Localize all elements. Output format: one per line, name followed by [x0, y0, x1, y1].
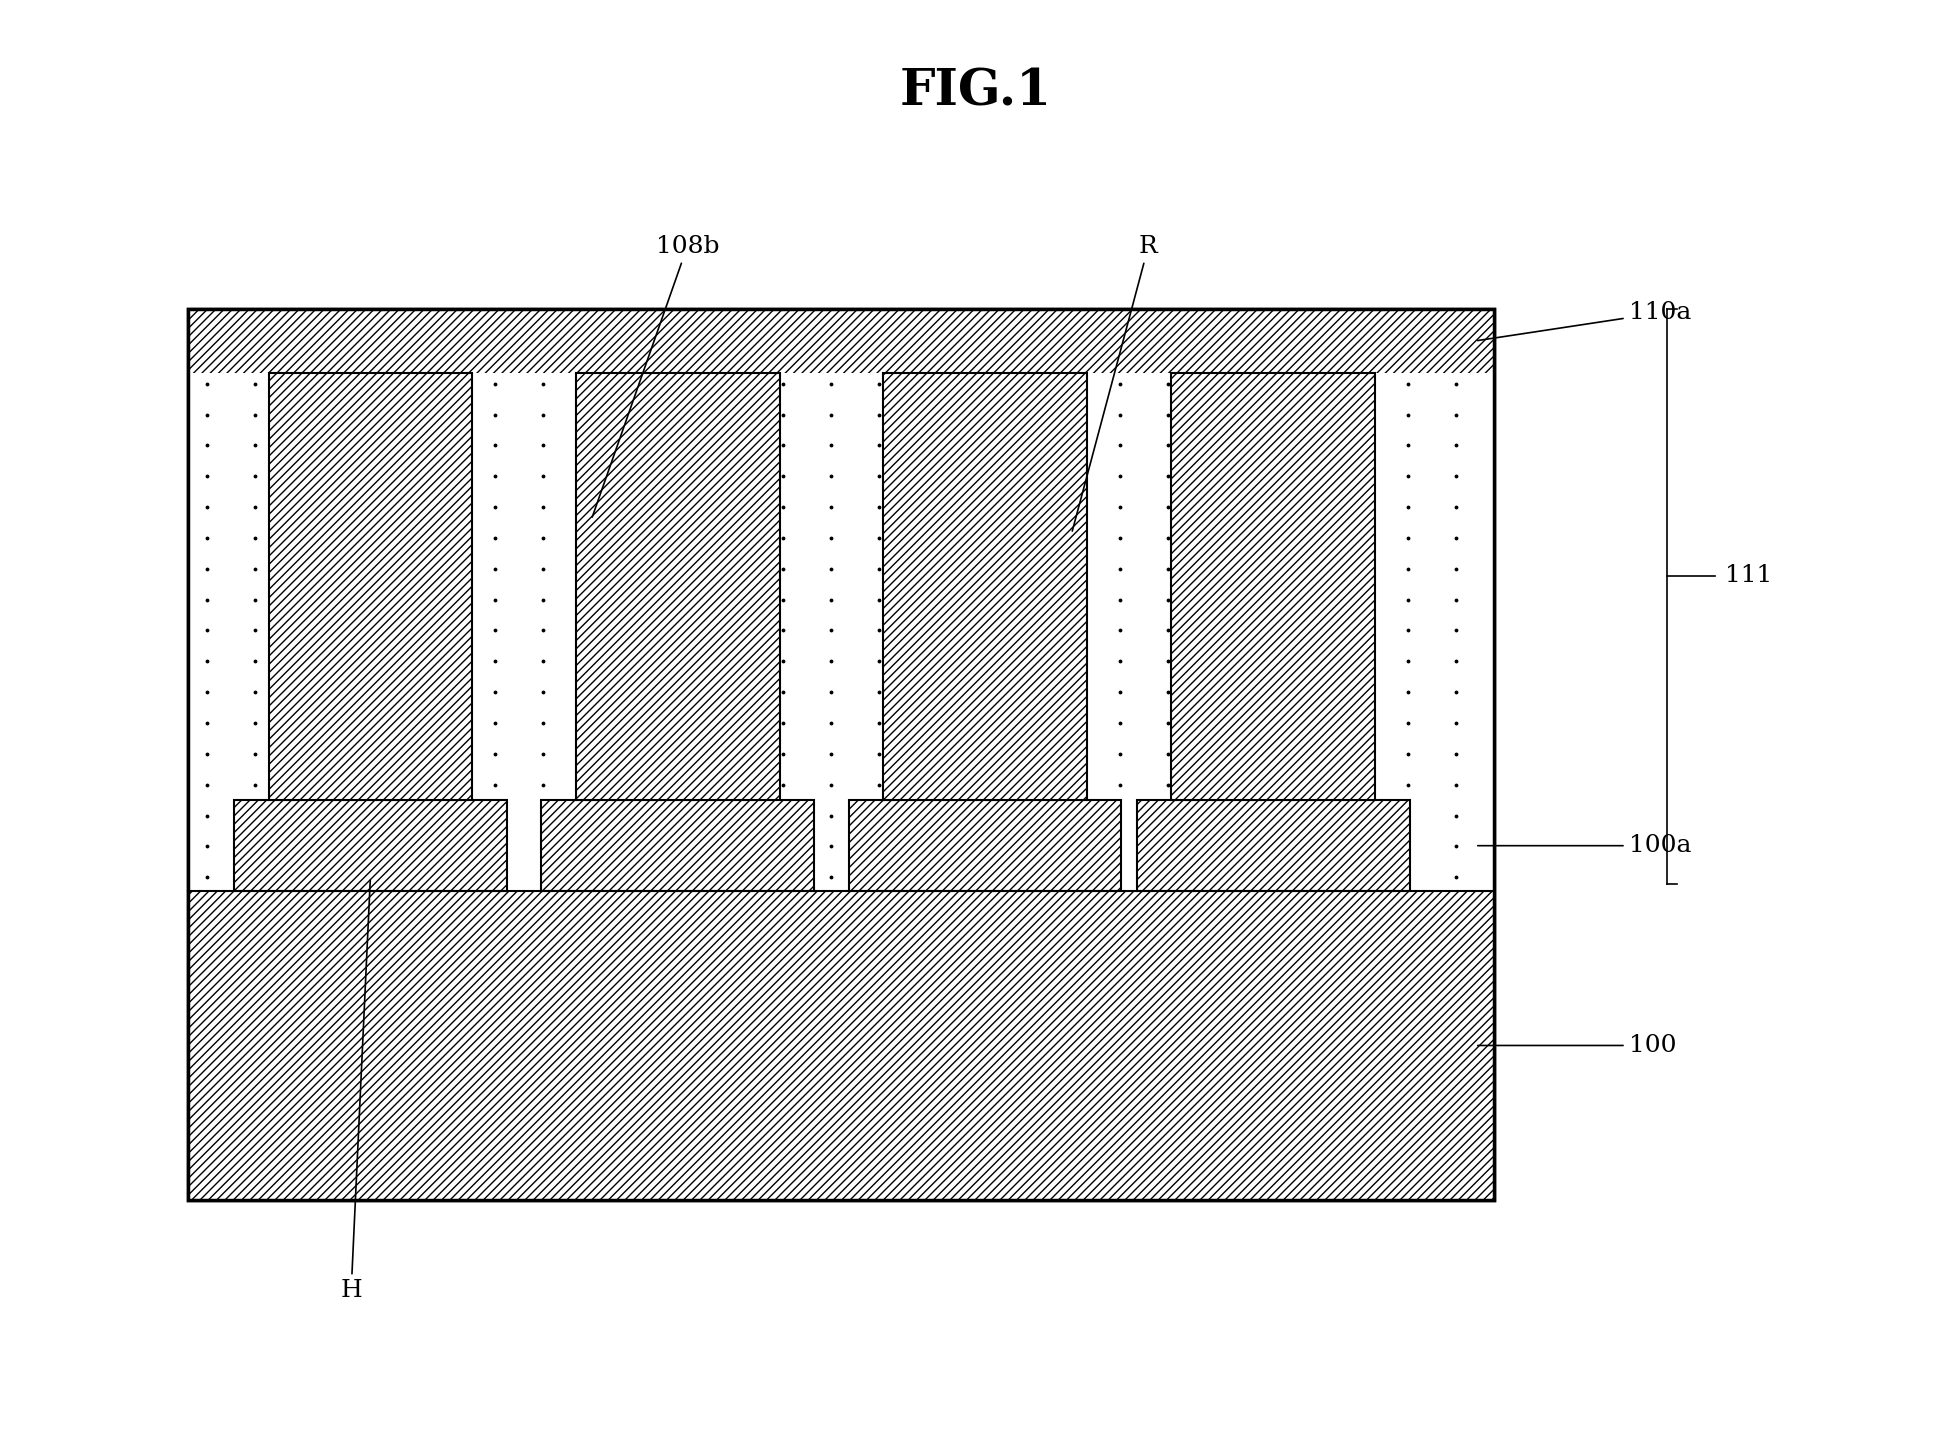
- Bar: [1171, 372, 1375, 800]
- Text: 100: 100: [1477, 1034, 1676, 1057]
- Bar: [187, 309, 1494, 1200]
- Bar: [576, 372, 780, 800]
- Text: 100a: 100a: [1477, 835, 1692, 858]
- Bar: [540, 800, 814, 891]
- Bar: [269, 372, 472, 800]
- Bar: [187, 372, 1494, 891]
- Text: R: R: [1073, 235, 1157, 531]
- Text: H: H: [339, 881, 371, 1302]
- Bar: [187, 891, 1494, 1200]
- Bar: [234, 800, 507, 891]
- Bar: [884, 372, 1087, 800]
- Bar: [187, 309, 1494, 1200]
- Text: 111: 111: [1725, 564, 1772, 587]
- Text: 108b: 108b: [593, 235, 720, 517]
- Text: FIG.1: FIG.1: [899, 67, 1052, 116]
- Bar: [187, 309, 1494, 372]
- Text: 110a: 110a: [1477, 301, 1692, 341]
- Bar: [187, 891, 1494, 1200]
- Bar: [1137, 800, 1411, 891]
- Bar: [849, 800, 1122, 891]
